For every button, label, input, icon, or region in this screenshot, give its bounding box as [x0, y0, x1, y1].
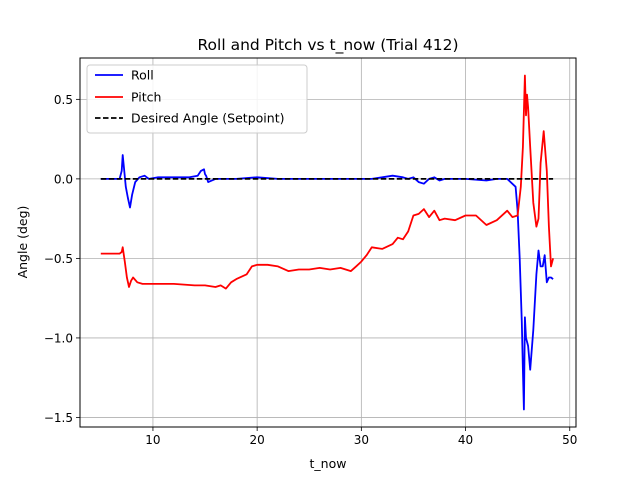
- legend-setpoint-label: Desired Angle (Setpoint): [131, 111, 284, 126]
- x-tick-label: 30: [354, 433, 369, 447]
- axis-ticks: 10 20 30 40 50 0.5 0.0 −0.5 −1.0 −1.5: [44, 93, 578, 447]
- chart-title: Roll and Pitch vs t_now (Trial 412): [197, 36, 458, 55]
- x-axis-label: t_now: [310, 456, 347, 471]
- x-tick-label: 40: [458, 433, 473, 447]
- legend-pitch-label: Pitch: [131, 90, 161, 105]
- y-tick-label: −0.5: [44, 252, 73, 266]
- x-tick-label: 10: [145, 433, 160, 447]
- pitch-series-line: [100, 74, 554, 290]
- legend: Roll Pitch Desired Angle (Setpoint): [86, 64, 308, 134]
- y-tick-label: 0.5: [54, 93, 73, 107]
- x-tick-label: 20: [250, 433, 265, 447]
- series-group: [100, 74, 554, 411]
- y-axis-label: Angle (deg): [15, 206, 30, 279]
- x-tick-label: 50: [562, 433, 577, 447]
- y-tick-label: −1.5: [44, 411, 73, 425]
- y-tick-label: 0.0: [54, 172, 73, 186]
- legend-box: [86, 64, 308, 134]
- legend-roll-label: Roll: [131, 68, 154, 83]
- roll-series-line: [100, 154, 554, 411]
- y-tick-label: −1.0: [44, 331, 73, 345]
- plot-frame: [79, 57, 577, 428]
